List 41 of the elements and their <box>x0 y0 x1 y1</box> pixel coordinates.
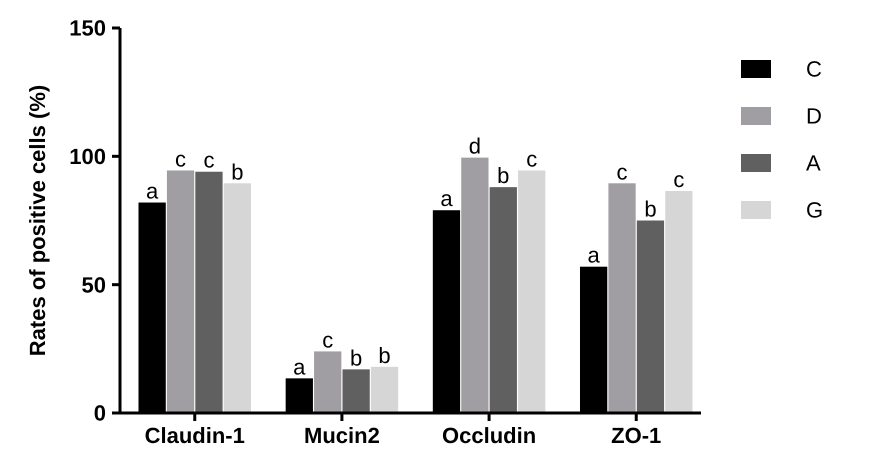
data-label: b <box>350 345 362 370</box>
x-tick-label: Mucin2 <box>304 423 380 448</box>
x-tick-label: ZO-1 <box>611 423 662 448</box>
data-label: a <box>293 354 306 380</box>
bar <box>608 183 636 413</box>
data-label: b <box>231 159 244 184</box>
y-tick-label: 100 <box>69 144 106 170</box>
x-tick-label: Claudin-1 <box>144 423 245 448</box>
data-label: c <box>673 166 684 192</box>
bar <box>342 369 370 413</box>
legend-label: G <box>806 198 824 223</box>
data-label: c <box>175 146 186 172</box>
data-label: a <box>440 186 454 212</box>
data-label: b <box>378 342 391 368</box>
bar <box>166 170 194 413</box>
bar <box>490 187 517 413</box>
data-label: a <box>588 242 601 268</box>
data-label: c <box>322 327 334 352</box>
bar <box>665 190 693 413</box>
y-tick-label: 0 <box>94 400 106 426</box>
bar <box>370 366 398 413</box>
legend-label: C <box>806 56 822 82</box>
bar <box>636 220 664 413</box>
data-label: c <box>616 159 628 184</box>
bar <box>314 351 342 413</box>
bar <box>461 158 489 413</box>
data-label: d <box>468 134 481 159</box>
bar <box>518 170 546 413</box>
y-axis-title: Rates of positive cells (%) <box>25 84 50 356</box>
bar <box>224 183 252 413</box>
data-label: a <box>146 178 160 204</box>
data-label: b <box>644 196 657 222</box>
legend-label: A <box>806 150 821 176</box>
x-tick-label: Occludin <box>442 423 536 448</box>
bar <box>195 172 223 413</box>
y-tick-label: 150 <box>69 16 106 41</box>
legend-label: D <box>806 104 822 129</box>
data-label: b <box>497 163 510 188</box>
y-tick-label: 50 <box>82 272 106 298</box>
data-label: c <box>526 146 538 172</box>
data-label: c <box>203 148 214 173</box>
